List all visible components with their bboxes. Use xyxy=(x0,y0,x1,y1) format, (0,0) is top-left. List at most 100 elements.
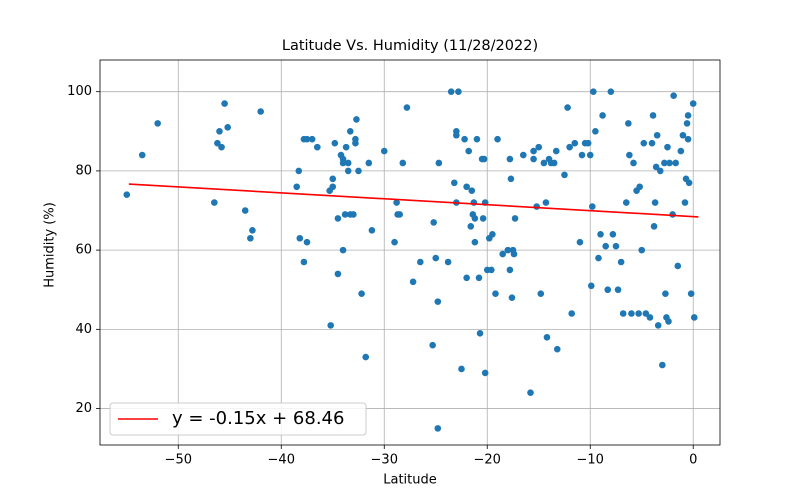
point xyxy=(604,286,612,294)
point xyxy=(435,159,443,167)
point xyxy=(670,92,677,99)
point xyxy=(467,223,475,230)
point xyxy=(257,108,264,115)
point xyxy=(649,112,657,119)
point xyxy=(218,143,225,151)
plot-frame xyxy=(99,59,721,446)
point xyxy=(499,250,506,258)
point xyxy=(216,127,223,135)
y-tick-label: 80 xyxy=(75,163,92,178)
point xyxy=(652,163,660,171)
point xyxy=(666,159,673,167)
point xyxy=(510,250,518,258)
point xyxy=(664,143,671,151)
point xyxy=(648,139,656,147)
point xyxy=(640,139,648,147)
point xyxy=(475,274,483,282)
point xyxy=(684,135,692,143)
point xyxy=(630,159,637,167)
point xyxy=(123,191,131,198)
point xyxy=(542,199,550,206)
point xyxy=(636,183,643,191)
point xyxy=(626,151,633,159)
point xyxy=(461,135,468,143)
point xyxy=(358,290,365,297)
point xyxy=(679,131,687,139)
point xyxy=(656,167,664,175)
point xyxy=(471,215,479,222)
point xyxy=(362,353,370,361)
point xyxy=(530,147,537,155)
point xyxy=(690,314,698,321)
point xyxy=(430,219,437,226)
point xyxy=(530,155,537,163)
point xyxy=(614,286,622,294)
point xyxy=(391,238,398,246)
point xyxy=(465,147,473,155)
point xyxy=(533,203,540,210)
point xyxy=(646,314,654,321)
point xyxy=(665,318,672,325)
point xyxy=(685,179,693,187)
point xyxy=(214,139,221,147)
point xyxy=(511,215,519,222)
regression-line xyxy=(128,183,699,218)
point xyxy=(553,345,561,353)
point xyxy=(508,294,516,301)
point xyxy=(506,266,514,274)
point xyxy=(590,88,597,95)
point xyxy=(396,211,404,218)
point xyxy=(470,199,478,206)
point xyxy=(595,254,602,262)
point xyxy=(651,199,659,206)
legend-label: y = -0.15x + 68.46 xyxy=(172,408,344,429)
point xyxy=(635,310,642,317)
point xyxy=(612,242,620,250)
point xyxy=(617,258,625,266)
point xyxy=(434,298,442,305)
point xyxy=(293,183,301,191)
point xyxy=(479,215,487,222)
point xyxy=(355,167,362,175)
point xyxy=(592,127,599,135)
point xyxy=(674,262,682,270)
point xyxy=(492,290,499,297)
point xyxy=(468,187,476,195)
point xyxy=(393,199,400,206)
point xyxy=(342,143,350,151)
point xyxy=(341,211,349,218)
point xyxy=(571,139,579,147)
x-tick-label: −30 xyxy=(371,453,398,468)
x-tick-label: −20 xyxy=(474,453,501,468)
x-axis-label: Latitude xyxy=(383,473,437,488)
legend-box xyxy=(109,402,367,436)
point xyxy=(453,131,460,139)
point xyxy=(586,151,594,159)
point xyxy=(672,159,680,167)
point xyxy=(403,104,411,111)
point xyxy=(455,88,462,95)
point xyxy=(334,270,342,278)
point xyxy=(609,230,617,238)
point xyxy=(399,159,407,167)
point xyxy=(489,230,496,238)
point xyxy=(677,147,685,155)
point xyxy=(247,234,254,242)
point xyxy=(380,147,388,155)
point xyxy=(334,215,342,222)
point xyxy=(296,234,304,242)
point xyxy=(537,290,545,297)
point xyxy=(480,155,488,163)
point xyxy=(303,238,311,246)
point xyxy=(327,322,334,329)
point xyxy=(628,310,635,317)
y-tick-label: 40 xyxy=(75,322,92,337)
point xyxy=(561,171,568,179)
point xyxy=(350,211,357,218)
y-tick-label: 100 xyxy=(67,84,92,99)
point xyxy=(211,199,218,206)
point xyxy=(339,246,347,254)
point xyxy=(654,322,662,329)
point xyxy=(353,116,360,123)
